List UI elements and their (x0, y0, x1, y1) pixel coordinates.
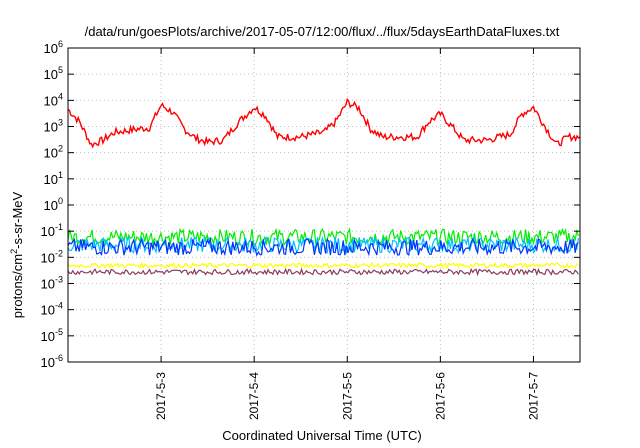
series-line-5 (67, 267, 579, 277)
y-tick-label: 10-5 (41, 327, 63, 344)
y-tick-base: 10 (44, 41, 58, 56)
y-tick-label: 10-6 (41, 353, 63, 370)
y-tick-base: 10 (44, 146, 58, 161)
y-axis-label-sup: 2 (9, 249, 19, 254)
y-tick-label: 106 (44, 39, 63, 56)
y-tick-label: 10-1 (41, 222, 63, 239)
y-axis-label: protons/cm2-s-sr-MeV (9, 191, 25, 318)
y-tick-label: 10-3 (41, 275, 63, 292)
y-tick-exponent: -5 (55, 327, 63, 337)
y-tick-label: 103 (44, 118, 63, 135)
y-tick-exponent: 2 (58, 144, 63, 154)
y-axis-label-rest: -s-sr-MeV (10, 191, 25, 248)
y-tick-base: 10 (41, 355, 55, 370)
y-tick-exponent: 1 (58, 170, 63, 180)
series-line-4 (67, 261, 579, 270)
series-line-1 (67, 227, 579, 248)
x-tick-label: 2017-5-6 (433, 372, 447, 420)
series-line-3 (67, 237, 579, 257)
y-tick-exponent: 5 (58, 65, 63, 75)
y-tick-base: 10 (41, 303, 55, 318)
y-tick-exponent: 6 (58, 39, 63, 49)
x-tick-label: 2017-5-7 (526, 372, 540, 420)
y-tick-label: 104 (44, 91, 63, 108)
y-tick-base: 10 (41, 329, 55, 344)
x-tick-label: 2017-5-3 (154, 372, 168, 420)
y-tick-label: 10-4 (41, 301, 63, 318)
y-tick-label: 100 (44, 196, 63, 213)
y-tick-base: 10 (41, 224, 55, 239)
y-tick-base: 10 (44, 172, 58, 187)
x-ticks-group: 2017-5-3 2017-5-4 2017-5-5 2017-5-6 2017-5-7 (154, 48, 540, 420)
y-tick-base: 10 (44, 120, 58, 135)
y-ticks-group: 10610510410310210110010-110-210-310-410-… (41, 39, 580, 370)
y-tick-label: 105 (44, 65, 63, 82)
y-axis-label-base: protons/cm (10, 254, 25, 318)
series-line-0 (67, 97, 581, 149)
grid-group (68, 48, 580, 362)
y-tick-base: 10 (44, 198, 58, 213)
y-tick-base: 10 (44, 93, 58, 108)
y-tick-exponent: 0 (58, 196, 63, 206)
x-tick-label: 2017-5-4 (247, 372, 261, 420)
y-tick-label: 10-2 (41, 248, 63, 265)
y-tick-exponent: -3 (55, 275, 63, 285)
x-tick-label: 2017-5-5 (340, 372, 354, 420)
y-tick-exponent: -1 (55, 222, 63, 232)
y-tick-exponent: 4 (58, 91, 63, 101)
y-tick-base: 10 (44, 67, 58, 82)
y-tick-base: 10 (41, 250, 55, 265)
y-tick-exponent: -6 (55, 353, 63, 363)
y-tick-exponent: 3 (58, 118, 63, 128)
y-tick-base: 10 (41, 277, 55, 292)
x-axis-label: Coordinated Universal Time (UTC) (222, 428, 421, 443)
y-tick-exponent: -4 (55, 301, 63, 311)
chart-title: /data/run/goesPlots/archive/2017-05-07/1… (85, 24, 560, 39)
y-tick-label: 101 (44, 170, 63, 187)
series-group (67, 97, 581, 277)
y-tick-exponent: -2 (55, 248, 63, 258)
y-tick-label: 102 (44, 144, 63, 161)
